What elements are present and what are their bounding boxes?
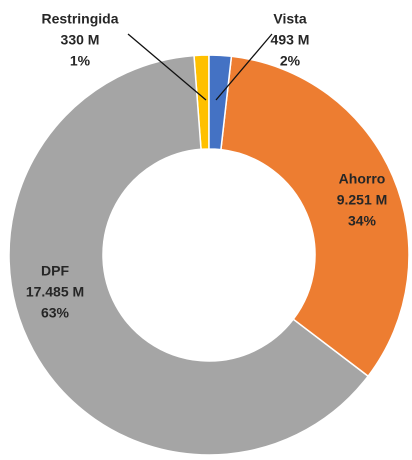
slice [208,54,233,151]
category-label: Ahorro [339,171,386,187]
slice [220,55,410,378]
slice [8,54,370,456]
category-label: Restringida [41,11,118,27]
percent-label: 34% [348,213,377,229]
percent-label: 2% [280,53,301,69]
leader-line [215,33,273,101]
category-label: Vista [273,11,306,27]
percent-label: 1% [70,53,91,69]
data-label: Ahorro 9.251 M 34% [337,171,388,229]
value-label: 9.251 M [337,192,388,208]
leader-line [127,33,207,101]
data-label: Vista 493 M 2% [271,11,310,69]
value-label: 493 M [271,32,310,48]
category-label: DPF [41,263,69,279]
percent-label: 63% [41,305,70,321]
data-label: DPF 17.485 M 63% [26,263,84,321]
value-label: 330 M [61,32,100,48]
data-label: Restringida 330 M 1% [41,11,118,69]
value-label: 17.485 M [26,284,84,300]
